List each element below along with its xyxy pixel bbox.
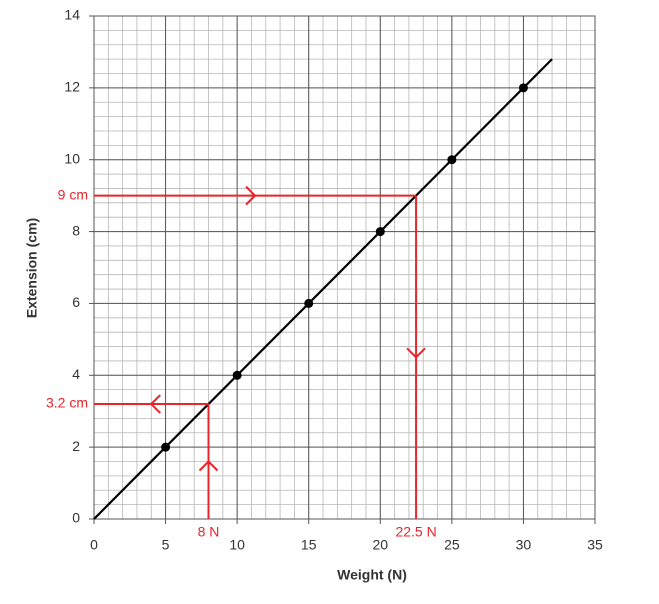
arrow-head: [245, 185, 257, 206]
x-tick-label: 20: [372, 537, 388, 553]
arrow-head: [198, 460, 219, 472]
fit-line: [93, 58, 553, 520]
x-tick-label: 0: [90, 537, 98, 553]
y-tick-label: 14: [64, 7, 80, 23]
data-point: [304, 298, 314, 308]
reading-y-label: 3.2 cm: [46, 395, 88, 411]
x-tick-label: 5: [162, 537, 170, 553]
y-tick-label: 4: [72, 366, 80, 382]
y-tick-label: 8: [72, 222, 80, 238]
plot-border: [93, 15, 596, 520]
x-tick-label: 30: [516, 537, 532, 553]
x-tick-label: 10: [229, 537, 245, 553]
y-axis-title: Extension (cm): [24, 218, 40, 318]
x-tick-label: 15: [301, 537, 317, 553]
x-tick-label: 35: [587, 537, 603, 553]
y-tick-label: 0: [72, 510, 80, 526]
data-point: [518, 83, 528, 93]
data-point: [232, 370, 242, 380]
y-tick-label: 2: [72, 438, 80, 454]
reading-x-label: 8 N: [198, 524, 220, 540]
y-tick-label: 10: [64, 150, 80, 166]
x-axis-title: Weight (N): [337, 567, 407, 583]
y-tick-label: 12: [64, 79, 80, 95]
arrow-head: [406, 347, 426, 359]
data-point: [161, 442, 171, 452]
y-tick-label: 6: [72, 294, 80, 310]
arrow-head: [149, 394, 161, 414]
data-point: [447, 155, 457, 165]
data-point: [375, 227, 385, 237]
reading-x-label: 22.5 N: [395, 524, 436, 540]
reading-y-label: 9 cm: [58, 186, 88, 202]
x-tick-label: 25: [444, 537, 460, 553]
